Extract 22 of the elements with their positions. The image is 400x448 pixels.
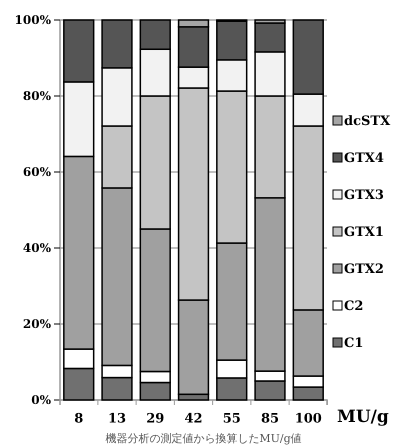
y-tick-label: 0% [31, 392, 52, 407]
x-tick-label: 8 [74, 411, 84, 426]
text: 機器分析の測定値から換算したMU/g値 [105, 432, 302, 445]
y-tick-label: 100% [14, 12, 52, 27]
x-tick-label: 55 [222, 411, 241, 426]
legend-label: GTX4 [344, 151, 384, 166]
legend-label: C1 [344, 336, 364, 351]
x-axis-title: MU/g [337, 407, 389, 427]
y-tick-label: 60% [22, 164, 52, 179]
legend-label: C2 [344, 299, 364, 314]
y-tick-label: 20% [22, 316, 52, 331]
x-tick-label: 85 [260, 411, 280, 426]
y-tick-label: 40% [22, 240, 52, 255]
x-tick-label: 42 [184, 411, 203, 426]
x-tick-label: 100 [294, 411, 322, 426]
x-tick-label: 13 [108, 411, 126, 426]
x-tick-label: 29 [146, 411, 164, 426]
y-tick-label: 80% [22, 88, 52, 103]
legend-label: GTX2 [344, 262, 384, 277]
legend-label: dcSTX [344, 114, 392, 129]
legend-label: GTX1 [344, 225, 384, 240]
legend-label: GTX3 [344, 188, 384, 203]
